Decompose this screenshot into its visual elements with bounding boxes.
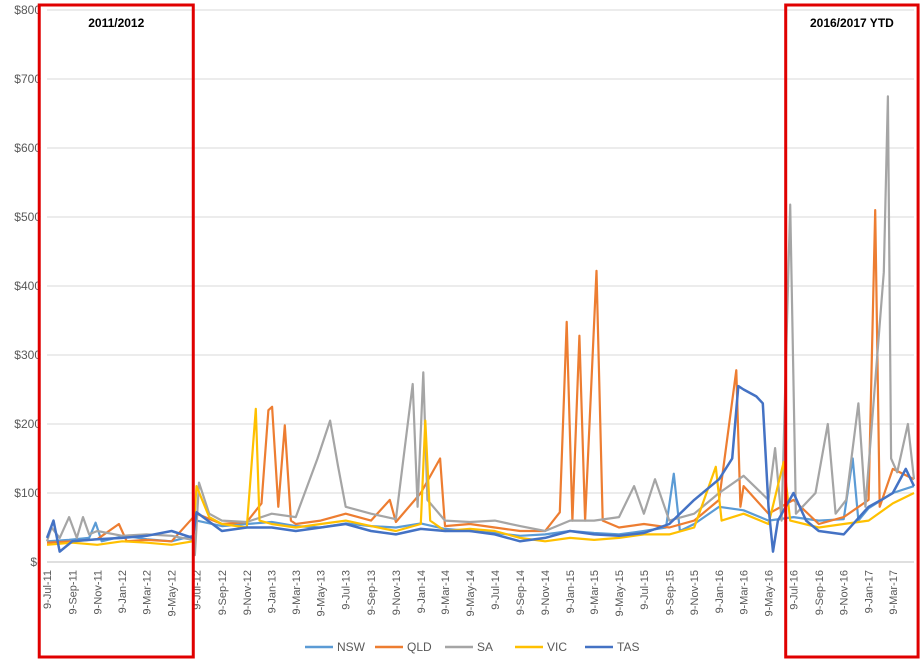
y-tick-label: $800: [14, 3, 41, 17]
y-tick-label: $600: [14, 141, 41, 155]
legend-label: VIC: [547, 640, 567, 654]
annotation-label: 2016/2017 YTD: [810, 16, 894, 30]
y-tick-label: $700: [14, 72, 41, 86]
x-tick-label: 9-Mar-17: [888, 570, 900, 615]
y-axis: $- $100 $200 $300 $400 $500 $600 $700 $800: [14, 3, 914, 569]
x-tick-label: 9-Jan-14: [416, 570, 428, 613]
x-tick-label: 9-Sep-11: [67, 570, 79, 614]
gridlines: [47, 9, 914, 563]
y-tick-label: $500: [14, 210, 41, 224]
y-tick-label: $400: [14, 279, 41, 293]
legend-label: SA: [477, 640, 493, 654]
series-line-tas: [45, 384, 916, 553]
annotation-box: [37, 3, 195, 659]
x-tick-label: 9-Sep-16: [814, 570, 826, 615]
x-tick-label: 9-Jan-17: [864, 570, 876, 613]
x-tick-label: 9-Sep-15: [664, 570, 676, 615]
series-line-vic: [46, 407, 915, 546]
x-tick-label: 9-Jul-14: [490, 570, 502, 610]
x-tick-label: 9-Jul-13: [341, 570, 353, 610]
x-tick-label: 9-Mar-15: [589, 570, 601, 615]
x-tick-label: 9-Mar-12: [142, 570, 154, 615]
x-tick-label: 9-Nov-16: [839, 570, 851, 615]
x-tick-label: 9-Jul-16: [788, 570, 800, 610]
legend-label: NSW: [337, 640, 366, 654]
x-tick-label: 9-Nov-15: [689, 570, 701, 615]
x-axis: 9-Jul-11 9-Sep-11 9-Nov-11 9-Jan-12 9-Mar-12…: [42, 570, 900, 616]
x-tick-label: 9-Jan-13: [267, 570, 279, 613]
series-lines: [45, 95, 916, 557]
x-tick-label: 9-Sep-13: [366, 570, 378, 615]
y-tick-label: $100: [14, 486, 41, 500]
legend: NSW QLD SA VIC TAS: [305, 640, 639, 654]
x-tick-label: 9-Mar-14: [440, 570, 452, 615]
x-tick-label: 9-Jul-11: [42, 570, 54, 609]
x-tick-label: 9-Jan-12: [117, 570, 129, 613]
series-line-sa: [45, 95, 916, 557]
x-tick-label: 9-Mar-13: [291, 570, 303, 615]
x-tick-label: 9-May-12: [167, 570, 179, 616]
x-tick-label: 9-May-15: [614, 570, 626, 616]
x-tick-label: 9-Jan-15: [565, 570, 577, 613]
annotation-boxes: 2011/2012 2016/2017 YTD: [37, 3, 920, 659]
x-tick-label: 9-Jan-16: [714, 570, 726, 613]
y-tick-label: $200: [14, 417, 41, 431]
x-tick-label: 9-Jul-15: [639, 570, 651, 610]
y-tick-label: $300: [14, 348, 41, 362]
annotation-box: [784, 3, 920, 659]
series-line-qld: [46, 209, 915, 544]
x-tick-label: 9-Mar-16: [739, 570, 751, 615]
annotation-label: 2011/2012: [88, 16, 144, 30]
x-tick-label: 9-Sep-12: [217, 570, 229, 615]
x-tick-label: 9-Sep-14: [515, 570, 527, 615]
x-tick-label: 9-May-13: [316, 570, 328, 616]
x-tick-label: 9-May-16: [764, 570, 776, 616]
legend-label: TAS: [617, 640, 639, 654]
x-tick-label: 9-Nov-13: [391, 570, 403, 615]
legend-label: QLD: [407, 640, 432, 654]
x-tick-label: 9-Nov-12: [242, 570, 254, 615]
x-tick-label: 9-Nov-11: [92, 570, 104, 614]
y-tick-label: $-: [30, 555, 41, 569]
x-tick-label: 9-May-14: [465, 570, 477, 616]
x-tick-label: 9-Nov-14: [540, 570, 552, 615]
